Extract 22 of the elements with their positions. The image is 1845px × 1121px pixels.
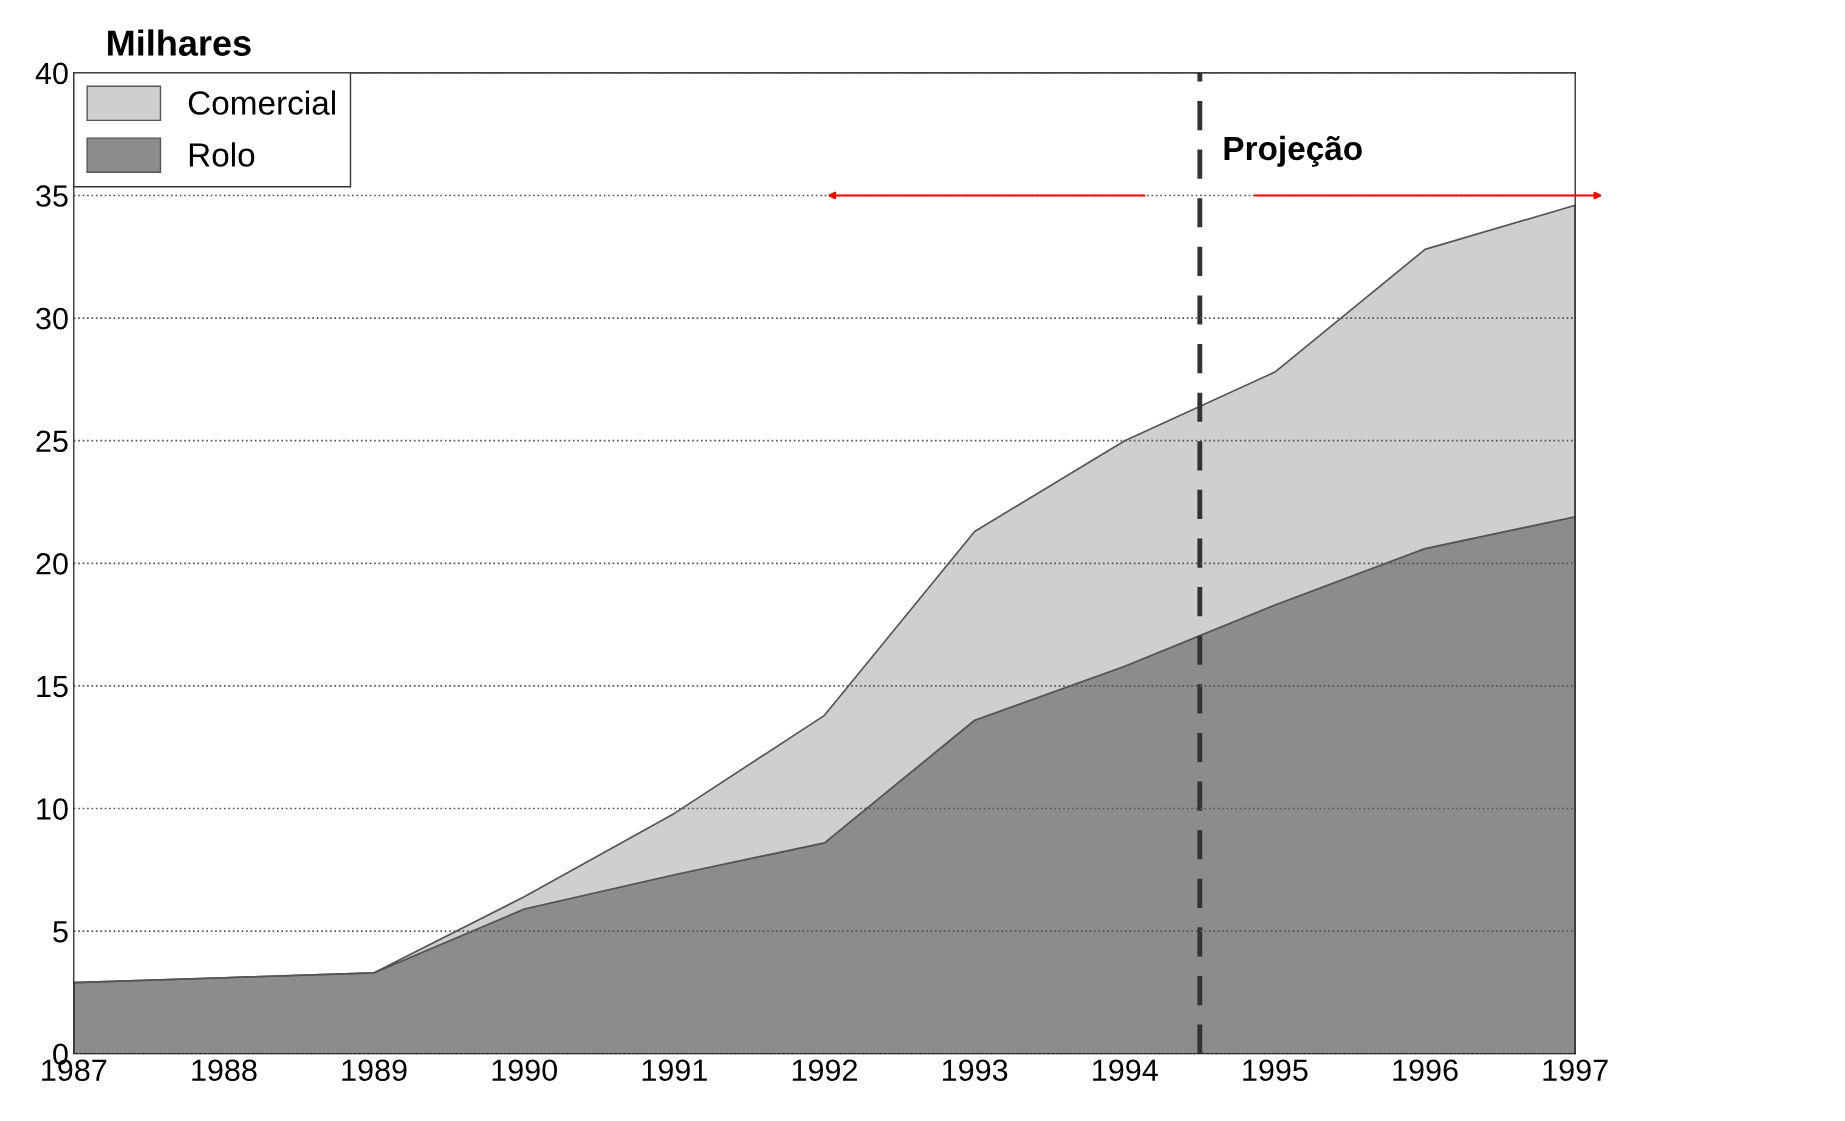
y-axis-title: Milhares [108, 29, 251, 56]
y-tick-label: 40 [35, 62, 68, 85]
y-tick-label: 35 [36, 185, 68, 207]
ref-line-label: Projeção [1224, 135, 1362, 167]
x-tick-label: 1994 [1093, 1059, 1158, 1082]
y-tick-label: 10 [37, 798, 68, 820]
y-tick-label: 30 [36, 307, 68, 330]
x-tick-label: 1992 [792, 1059, 857, 1082]
x-tick-label: 1989 [342, 1059, 407, 1082]
y-tick-label: 20 [36, 553, 68, 575]
x-tick-label: 1993 [942, 1059, 1008, 1082]
legend-label: Comercial [188, 90, 335, 115]
x-tick-label: 1990 [492, 1059, 558, 1082]
y-tick-label: 5 [53, 921, 68, 943]
legend-label: Rolo [189, 142, 255, 167]
x-tick-label: 1988 [192, 1059, 257, 1082]
x-tick-label: 1996 [1393, 1059, 1458, 1082]
x-tick-label: 1995 [1243, 1059, 1308, 1082]
y-tick-label: 15 [37, 675, 68, 698]
x-tick-label: 1997 [1543, 1059, 1608, 1082]
x-tick-label: 1991 [642, 1059, 707, 1082]
y-tick-label: 25 [36, 430, 68, 453]
